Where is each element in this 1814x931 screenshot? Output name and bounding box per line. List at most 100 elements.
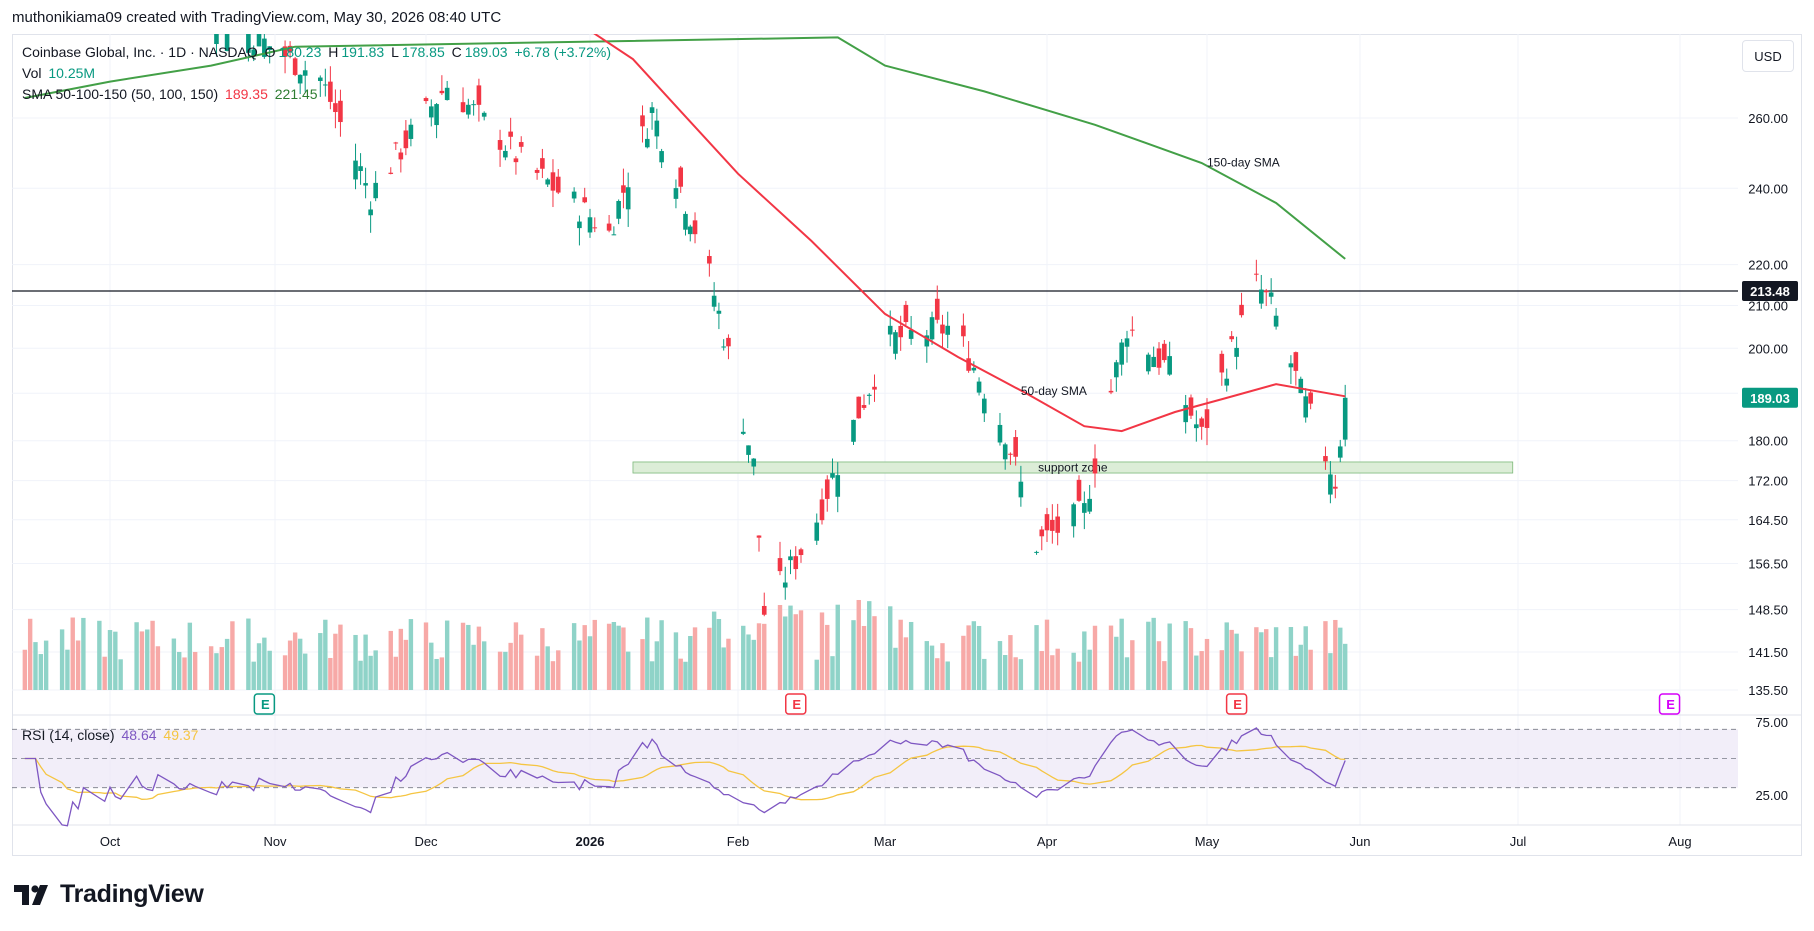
candle-body[interactable] — [555, 176, 561, 193]
candle-body[interactable] — [1194, 424, 1199, 429]
candle-body[interactable] — [756, 535, 762, 538]
candle-body[interactable] — [423, 98, 429, 102]
candle-body[interactable] — [1298, 378, 1304, 394]
candle-body[interactable] — [219, 0, 224, 12]
candle-body[interactable] — [1188, 397, 1194, 416]
candle-body[interactable] — [861, 405, 867, 408]
candle-body[interactable] — [1268, 292, 1274, 297]
candle-body[interactable] — [721, 346, 726, 348]
candle-body[interactable] — [444, 87, 450, 101]
earnings-marker[interactable] — [253, 693, 276, 715]
candle-body[interactable] — [819, 499, 825, 521]
candle-body[interactable] — [471, 104, 476, 106]
candle-body[interactable] — [177, 1, 182, 6]
candle-body[interactable] — [481, 112, 487, 117]
candle-body[interactable] — [644, 138, 650, 148]
candle-body[interactable] — [1156, 348, 1162, 368]
candle-body[interactable] — [711, 295, 717, 307]
candle-body[interactable] — [439, 90, 445, 94]
candle-body[interactable] — [466, 104, 471, 115]
symbol-name[interactable]: Coinbase Global, Inc. · 1D · NASDAQ — [22, 44, 258, 60]
candle-body[interactable] — [193, 0, 198, 3]
candle-body[interactable] — [908, 329, 914, 339]
candle-body[interactable] — [534, 169, 540, 173]
candle-body[interactable] — [966, 358, 971, 371]
candle-body[interactable] — [513, 158, 519, 163]
candle-body[interactable] — [1055, 516, 1060, 533]
candle-body[interactable] — [1263, 290, 1269, 293]
candle-body[interactable] — [1039, 529, 1045, 537]
candle-body[interactable] — [761, 605, 767, 615]
candle-body[interactable] — [256, 30, 262, 47]
candle-body[interactable] — [1050, 519, 1055, 531]
candle-body[interactable] — [659, 151, 664, 163]
candle-body[interactable] — [287, 45, 293, 52]
candle-body[interactable] — [333, 103, 338, 113]
candle-body[interactable] — [460, 102, 466, 113]
candle-body[interactable] — [678, 167, 684, 187]
candle-body[interactable] — [328, 81, 333, 102]
candle-body[interactable] — [403, 130, 409, 149]
candle-body[interactable] — [746, 445, 751, 455]
candle-body[interactable] — [1219, 353, 1225, 373]
candle-body[interactable] — [625, 187, 631, 210]
candle-body[interactable] — [1229, 336, 1234, 340]
candle-body[interactable] — [1119, 342, 1124, 365]
candle-body[interactable] — [1034, 551, 1039, 553]
candle-body[interactable] — [497, 140, 503, 150]
candle-body[interactable] — [887, 325, 893, 335]
candle-body[interactable] — [318, 77, 323, 81]
candle-body[interactable] — [182, 0, 187, 3]
candle-body[interactable] — [353, 160, 358, 180]
candle-body[interactable] — [1303, 396, 1309, 418]
candle-body[interactable] — [726, 337, 731, 347]
candle-body[interactable] — [1018, 481, 1024, 498]
candle-body[interactable] — [214, 29, 219, 45]
candle-body[interactable] — [1199, 418, 1204, 427]
candle-body[interactable] — [961, 325, 966, 337]
sma-150-line[interactable] — [24, 36, 1346, 260]
candle-body[interactable] — [1204, 409, 1210, 428]
candle-body[interactable] — [851, 419, 856, 442]
candle-body[interactable] — [1008, 453, 1013, 455]
candle-body[interactable] — [338, 100, 343, 123]
candle-body[interactable] — [297, 74, 303, 84]
currency-button[interactable]: USD — [1742, 40, 1794, 72]
candle-body[interactable] — [1002, 444, 1008, 460]
tradingview-logo[interactable]: TradingView — [14, 880, 204, 909]
candle-body[interactable] — [398, 152, 404, 160]
candle-body[interactable] — [976, 381, 982, 393]
candle-body[interactable] — [1076, 479, 1082, 501]
earnings-marker[interactable] — [1225, 693, 1248, 715]
candle-body[interactable] — [428, 106, 434, 118]
candle-body[interactable] — [798, 549, 804, 556]
candle-body[interactable] — [898, 325, 903, 338]
candle-body[interactable] — [683, 213, 688, 230]
candle-body[interactable] — [997, 424, 1003, 443]
candle-body[interactable] — [616, 200, 621, 219]
rsi-ma-line[interactable] — [24, 744, 1346, 801]
candle-body[interactable] — [1328, 474, 1333, 495]
candle-body[interactable] — [751, 458, 757, 467]
candle-body[interactable] — [224, 30, 230, 51]
candle-body[interactable] — [866, 394, 872, 396]
candle-body[interactable] — [971, 367, 977, 371]
candle-body[interactable] — [545, 179, 550, 185]
candle-body[interactable] — [1323, 456, 1328, 462]
candle-body[interactable] — [1162, 343, 1167, 361]
candle-body[interactable] — [292, 58, 298, 75]
candle-body[interactable] — [1108, 390, 1114, 393]
candle-body[interactable] — [673, 188, 679, 199]
candle-body[interactable] — [1087, 498, 1092, 512]
candle-body[interactable] — [1044, 514, 1050, 531]
candle-body[interactable] — [929, 317, 935, 340]
candle-body[interactable] — [1114, 362, 1119, 378]
candle-body[interactable] — [1082, 503, 1087, 513]
sma-50-line[interactable] — [447, 0, 1346, 433]
rsi-label[interactable]: RSI (14, close) — [22, 727, 115, 743]
candle-body[interactable] — [1151, 356, 1156, 368]
candle-body[interactable] — [640, 115, 645, 127]
candle-body[interactable] — [793, 556, 799, 570]
candle-body[interactable] — [707, 256, 712, 264]
candle-body[interactable] — [893, 332, 898, 354]
